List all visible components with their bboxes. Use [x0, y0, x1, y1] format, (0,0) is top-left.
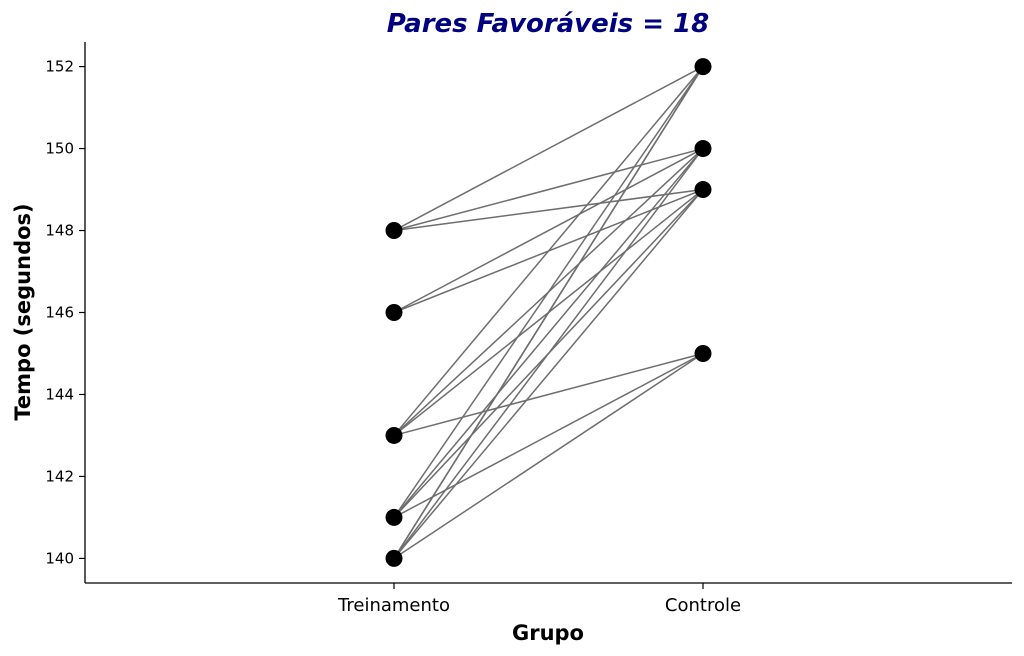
pair-line-10 [393, 148, 704, 518]
point-controle-149 [694, 181, 712, 199]
x-axis-label: Grupo [512, 621, 584, 645]
x-tick-label-controle: Controle [665, 595, 741, 616]
pair-line-17 [393, 66, 704, 559]
x-tick-label-treinamento: Treinamento [337, 595, 450, 616]
data-points [385, 58, 712, 567]
y-tick-label-150: 150 [45, 140, 74, 158]
point-controle-145 [694, 344, 712, 362]
pair-line-1 [393, 147, 704, 232]
pair-lines [393, 65, 704, 560]
pair-line-5 [393, 66, 704, 436]
chart-title: Pares Favoráveis = 18 [387, 9, 709, 39]
pair-line-8 [393, 352, 704, 437]
y-ticks: 140 142 144 146 148 150 152 [45, 58, 85, 567]
point-controle-150 [694, 140, 712, 158]
point-treinamento-146 [385, 304, 403, 321]
pair-line-12 [393, 352, 704, 519]
y-axis-label: Tempo (segundos) [11, 203, 35, 420]
y-tick-label-142: 142 [45, 467, 74, 485]
point-treinamento-148 [385, 222, 403, 240]
point-treinamento-140 [385, 549, 403, 567]
point-controle-152 [694, 58, 712, 76]
y-tick-label-144: 144 [45, 385, 74, 403]
pair-line-3 [393, 147, 704, 314]
y-tick-label-152: 152 [45, 58, 74, 76]
pair-line-16 [393, 352, 704, 560]
x-ticks: Treinamento Controle [337, 583, 741, 616]
point-treinamento-141 [385, 508, 403, 526]
point-treinamento-143 [385, 426, 403, 444]
pair-line-9 [393, 66, 704, 518]
y-tick-label-146: 146 [45, 304, 74, 322]
y-tick-label-140: 140 [45, 549, 74, 567]
pair-line-15 [393, 189, 704, 559]
pair-line-14 [393, 148, 704, 559]
pair-line-0 [393, 65, 704, 232]
y-tick-label-148: 148 [45, 222, 74, 240]
